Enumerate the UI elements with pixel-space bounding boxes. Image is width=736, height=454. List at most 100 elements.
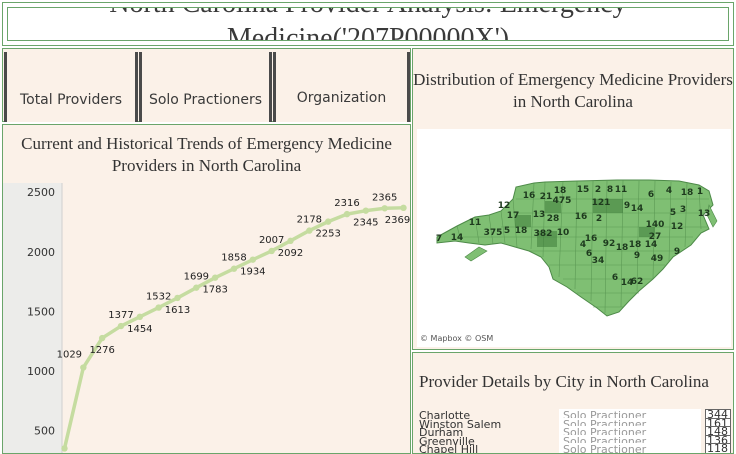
trend-data-point[interactable] xyxy=(287,237,294,245)
county-count-label: 121 xyxy=(592,198,611,208)
county-count-label: 14 xyxy=(645,240,658,250)
county-count-label: 9 xyxy=(624,201,630,211)
trend-data-point[interactable] xyxy=(61,445,68,452)
trend-data-point[interactable] xyxy=(98,334,106,342)
trend-chart-panel: Current and Historical Trends of Emergen… xyxy=(2,124,411,454)
provider-count: 118 xyxy=(705,443,731,453)
trend-data-point[interactable] xyxy=(193,284,200,291)
county-count-label: 14 xyxy=(631,204,644,214)
county-count-label: 16 xyxy=(585,234,598,244)
trend-data-point[interactable] xyxy=(362,207,370,214)
trend-data-point[interactable] xyxy=(306,227,313,234)
county-count-label: 18 xyxy=(629,240,642,250)
city-name: Durham xyxy=(419,426,464,439)
city-name: Charlotte xyxy=(419,409,471,422)
trend-data-point[interactable] xyxy=(174,294,181,302)
dense-counties xyxy=(515,199,655,247)
plot-area xyxy=(62,183,410,453)
trend-data-label: 2369 xyxy=(385,215,410,226)
trend-data-label: 1454 xyxy=(127,324,152,335)
trend-data-point[interactable] xyxy=(324,218,332,225)
county-count-label: 28 xyxy=(547,214,560,224)
county-count-label: 62 xyxy=(631,277,644,287)
county-count-label: 1 xyxy=(697,187,703,197)
trend-data-point[interactable] xyxy=(230,265,238,272)
trend-data-point[interactable] xyxy=(211,274,219,281)
county-count-label: 18 xyxy=(515,226,528,236)
trend-data-point[interactable] xyxy=(80,364,87,371)
trend-data-point[interactable] xyxy=(117,322,125,330)
y-tick-label: 2500 xyxy=(27,186,55,199)
trend-data-label: 1377 xyxy=(108,310,133,321)
trend-data-label: 1699 xyxy=(184,272,209,283)
county-count-label: 6 xyxy=(586,249,592,259)
city-details-title: Provider Details by City in North Caroli… xyxy=(419,372,709,391)
county-count-label: 49 xyxy=(651,254,664,264)
county-count-label: 14 xyxy=(621,278,634,288)
trend-line-chart[interactable]: 500 1000 1500 2000 2500 1029 1276 1377 1454 1532… xyxy=(3,183,411,454)
trend-chart-title: Current and Historical Trends of Emergen… xyxy=(21,134,392,175)
trend-data-label: 2178 xyxy=(297,215,322,226)
map-title: Distribution of Emergency Medicine Provi… xyxy=(413,70,733,111)
trend-data-point[interactable] xyxy=(268,247,275,255)
city-name: Greenville xyxy=(419,434,475,448)
trend-data-label: 1613 xyxy=(165,305,190,316)
trend-data-point[interactable] xyxy=(400,204,407,212)
tab-solo-practioners[interactable]: Solo Practioners xyxy=(139,52,272,122)
trend-data-point[interactable] xyxy=(343,210,351,218)
trend-data-label: 1858 xyxy=(221,253,246,264)
county-count-label: 17 xyxy=(507,211,520,221)
tab-total-providers[interactable]: Total Providers xyxy=(4,52,138,122)
county-count-label: 21 xyxy=(540,192,553,202)
county-count-label: 9 xyxy=(674,247,680,257)
trend-data-label: 1934 xyxy=(240,267,265,278)
county-count-label: 15 xyxy=(577,185,590,195)
county-count-label: 2 xyxy=(596,214,602,224)
trend-data-labels: 1029 1276 1377 1454 1532 1613 1699 1783 1858 1934… xyxy=(57,192,410,361)
county-count-label: 16 xyxy=(523,191,536,201)
county-count-label: 18 xyxy=(554,186,567,196)
y-tick-label: 1500 xyxy=(27,305,55,318)
y-tick-label: 2000 xyxy=(27,246,55,259)
nc-provider-map[interactable]: 7 14 11 375 5 18 12 17 16 21 13 28 18 475 15 2 8 11 382 10 1… xyxy=(417,129,731,347)
county-count-label: 4 xyxy=(666,186,672,196)
trend-data-points xyxy=(61,204,407,452)
title-banner: North Carolina Provider Analysis: Emerge… xyxy=(2,2,734,46)
trend-data-point[interactable] xyxy=(136,313,144,321)
provider-type: Solo Practioner xyxy=(559,443,701,453)
trend-data-label: 1532 xyxy=(146,292,171,303)
county-count-label: 11 xyxy=(469,218,482,228)
trend-data-point[interactable] xyxy=(381,205,388,212)
trend-data-label: 2092 xyxy=(278,248,303,259)
trend-data-label: 2345 xyxy=(353,218,378,229)
county-count-label: 18 xyxy=(681,188,694,198)
trend-data-label: 1276 xyxy=(89,345,114,356)
y-tick-label: 1000 xyxy=(27,365,55,378)
county-count-label: 13 xyxy=(698,209,711,219)
county-count-label: 10 xyxy=(557,228,570,238)
title-frame: North Carolina Provider Analysis: Emerge… xyxy=(7,7,729,41)
county-count-label: 6 xyxy=(612,273,618,283)
trend-data-point[interactable] xyxy=(249,256,257,263)
county-count-label: 5 xyxy=(670,208,676,218)
county-count-label: 9 xyxy=(634,251,640,261)
city-table-row[interactable]: Chapel Hill Solo Practioner 118 xyxy=(413,443,733,453)
county-count-label: 7 xyxy=(436,234,442,244)
tab-organization[interactable]: Organization xyxy=(273,52,410,122)
county-count-label: 2 xyxy=(595,185,601,195)
map-panel: Distribution of Emergency Medicine Provi… xyxy=(412,48,734,350)
county-count-label: 4 xyxy=(580,240,586,250)
western-county-patch xyxy=(464,246,488,262)
county-count-label: 6 xyxy=(648,190,654,200)
outer-banks-strip xyxy=(706,204,718,228)
map-credit[interactable]: © Mapbox © OSM xyxy=(420,334,494,343)
trend-data-label: 2365 xyxy=(372,192,397,203)
trend-data-point[interactable] xyxy=(155,304,162,311)
county-count-label: 34 xyxy=(592,256,605,266)
trend-data-label: 1029 xyxy=(57,350,82,361)
county-count-label: 14 xyxy=(451,233,464,243)
tab-solo-practioners-label: Solo Practioners xyxy=(148,92,263,108)
county-count-label: 140 xyxy=(646,220,665,230)
